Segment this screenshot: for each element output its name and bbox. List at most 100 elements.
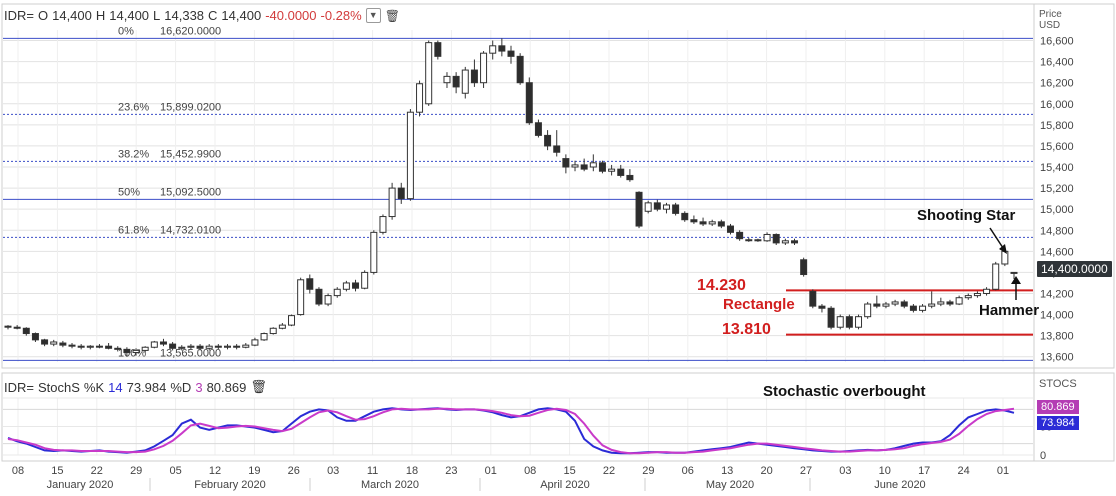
rect-bottom-label: 13.810 [722,321,771,338]
open-label: O [37,8,49,23]
candle-body [77,345,85,348]
candle-body [324,295,332,305]
x-tick-label: 24 [957,465,969,477]
candle-body [736,231,744,240]
candle-body [973,292,981,297]
candle-body [13,326,21,329]
candle-body [672,204,680,214]
candle-body [370,231,378,273]
candle-body [562,158,570,168]
price-tick-label: 14,800 [1040,225,1074,237]
candle-body [333,288,341,297]
candle-body [150,341,158,348]
candle-body [278,324,286,329]
candle-body [745,239,753,242]
candle-body [470,69,478,84]
candle-body [269,327,277,335]
price-tick-label: 16,000 [1040,99,1074,111]
candle-body [86,345,94,348]
candle-body [178,346,186,349]
x-tick-label: 22 [603,465,615,477]
x-tick-label: 19 [248,465,260,477]
price-tick-label: 13,800 [1040,331,1074,343]
price-axis-title-line2: USD [1039,20,1061,31]
fib-level-label: 50% [118,186,140,198]
candle-body [406,111,414,200]
candle-body [699,221,707,225]
chevron-down-icon[interactable]: ▼ [365,8,381,23]
candle-body [644,202,652,212]
candle-body [873,303,881,307]
candle-body [571,164,579,168]
shooting-star-label: Shooting Star [917,207,1016,224]
month-label: February 2020 [194,479,266,491]
candle-body [818,305,826,309]
candle-body [809,290,817,307]
x-tick-label: 08 [524,465,536,477]
candle-body [443,75,451,84]
fib-value-label: 14,732.0100 [160,224,221,236]
stoch-d-tag: 80.869 [1037,400,1079,414]
shooting-star-arrowhead [999,244,1007,254]
symbol-label: IDR= [4,8,34,23]
candle-body [315,288,323,305]
candle-body [717,221,725,227]
candle-body [297,279,305,316]
low-label: L [153,8,161,23]
price-panel-frame [1,3,1115,369]
candle-body [864,303,872,318]
stoch-name: StochS [37,379,80,395]
candle-body [653,202,661,210]
stoch-panel-frame [1,372,1115,462]
candle-body [233,345,241,348]
close-label: C [208,8,218,23]
candle-body [781,240,789,244]
price-tick-label: 15,400 [1040,162,1074,174]
candle-body [452,75,460,88]
candle-body [919,305,927,311]
candle-body [708,221,716,225]
candle-body [544,134,552,147]
rect-top-label: 14.230 [697,277,746,294]
low-value: 14,338 [164,8,205,23]
candle-body [882,303,890,307]
month-label: June 2020 [874,479,925,491]
x-tick-label: 03 [327,465,339,477]
price-axis-title-line1: Price [1039,9,1062,20]
x-tick-label: 27 [800,465,812,477]
candle-body [461,69,469,94]
candle-body [251,339,259,346]
candle-body [434,42,442,57]
x-tick-label: 03 [839,465,851,477]
candle-body [964,295,972,299]
fib-value-label: 15,452.9900 [160,148,221,160]
candle-body [132,349,140,354]
stoch-trash-icon[interactable]: 🗑 [250,379,267,394]
stoch-header: IDR= StochS %K 14 73.984 %D 3 80.869 🗑 [4,379,267,395]
candle-body [105,345,113,349]
candle-body [845,316,853,328]
candle-body [214,345,222,348]
x-tick-label: 22 [91,465,103,477]
candle-body [205,345,213,349]
x-tick-label: 13 [721,465,733,477]
candle-body [617,168,625,176]
candle-body [388,187,396,218]
candle-body [662,204,670,210]
candle-body [855,316,863,328]
price-tick-label: 16,600 [1040,36,1074,48]
candle-body [800,259,808,276]
month-label: January 2020 [47,479,114,491]
high-value: 14,400 [109,8,150,23]
candle-body [352,282,360,289]
fib-level-label: 38.2% [118,148,149,160]
price-tick-label: 14,000 [1040,310,1074,322]
candle-body [114,347,122,350]
candle-body [827,307,835,328]
candle-body [891,301,899,305]
candle-body [306,278,314,290]
x-tick-label: 18 [406,465,418,477]
candle-body [242,344,250,348]
trash-icon[interactable]: 🗑 [384,8,400,23]
